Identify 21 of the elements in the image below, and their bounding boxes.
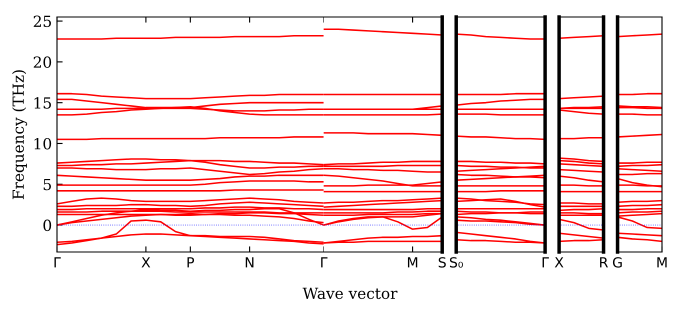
x-tick-label: M bbox=[408, 257, 418, 268]
x-tick-label: X bbox=[554, 257, 564, 268]
x-tick-label: S bbox=[438, 257, 446, 268]
x-tick-label: G bbox=[612, 257, 622, 268]
x-tick-label: X bbox=[142, 257, 150, 268]
y-tick-label: 20 bbox=[34, 56, 52, 68]
y-tick-label: 15 bbox=[34, 97, 51, 109]
x-tick-label: S₀ bbox=[450, 257, 463, 268]
y-tick-label: 25 bbox=[34, 16, 51, 28]
x-axis-title: Wave vector bbox=[302, 288, 398, 300]
y-axis-title: Frequency (THz) bbox=[12, 70, 28, 200]
y-tick-label: 5 bbox=[44, 178, 51, 190]
x-tick-label: Γ bbox=[54, 257, 61, 268]
x-tick-label: R bbox=[600, 257, 608, 268]
y-tick-label: 0 bbox=[43, 220, 52, 232]
x-tick-label: N bbox=[246, 257, 254, 268]
y-tick-label: 10 bbox=[34, 138, 52, 150]
x-tick-label: Γ bbox=[321, 257, 328, 268]
x-tick-label: P bbox=[188, 257, 194, 268]
x-tick-label: M bbox=[657, 257, 667, 268]
x-tick-label: Γ bbox=[542, 257, 549, 268]
